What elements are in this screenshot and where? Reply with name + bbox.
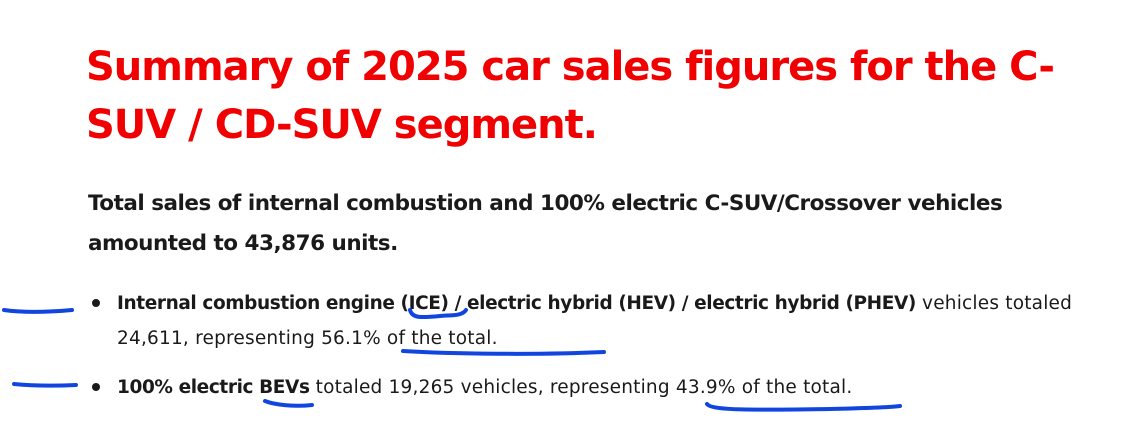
margin-dash-bev <box>12 382 78 388</box>
list-item-bev-bold: 100% electric BEVs <box>117 377 310 398</box>
bullet-point <box>92 383 100 391</box>
list-item-ice: Internal combustion engine (ICE) / elect… <box>92 286 1092 356</box>
margin-dash-ice <box>2 308 74 314</box>
bullet-point <box>92 299 100 307</box>
page-title: Summary of 2025 car sales figures for th… <box>86 44 1055 148</box>
list-item-ice-bold: Internal combustion engine (ICE) / elect… <box>117 293 916 314</box>
list-item-ice-text: vehicles totaled 24,611, representing 56… <box>117 293 1073 349</box>
list-item-bev-text: totaled 19,265 vehicles, representing 43… <box>309 377 853 398</box>
list-item-bev: 100% electric BEVs totaled 19,265 vehicl… <box>92 370 1092 405</box>
sales-breakdown-list: Internal combustion engine (ICE) / elect… <box>92 286 1092 405</box>
sales-summary: Total sales of internal combustion and 1… <box>88 191 1003 256</box>
